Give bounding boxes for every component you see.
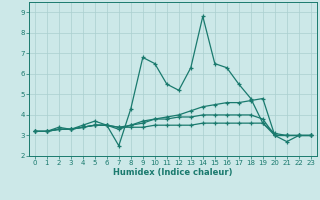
X-axis label: Humidex (Indice chaleur): Humidex (Indice chaleur)	[113, 168, 233, 177]
